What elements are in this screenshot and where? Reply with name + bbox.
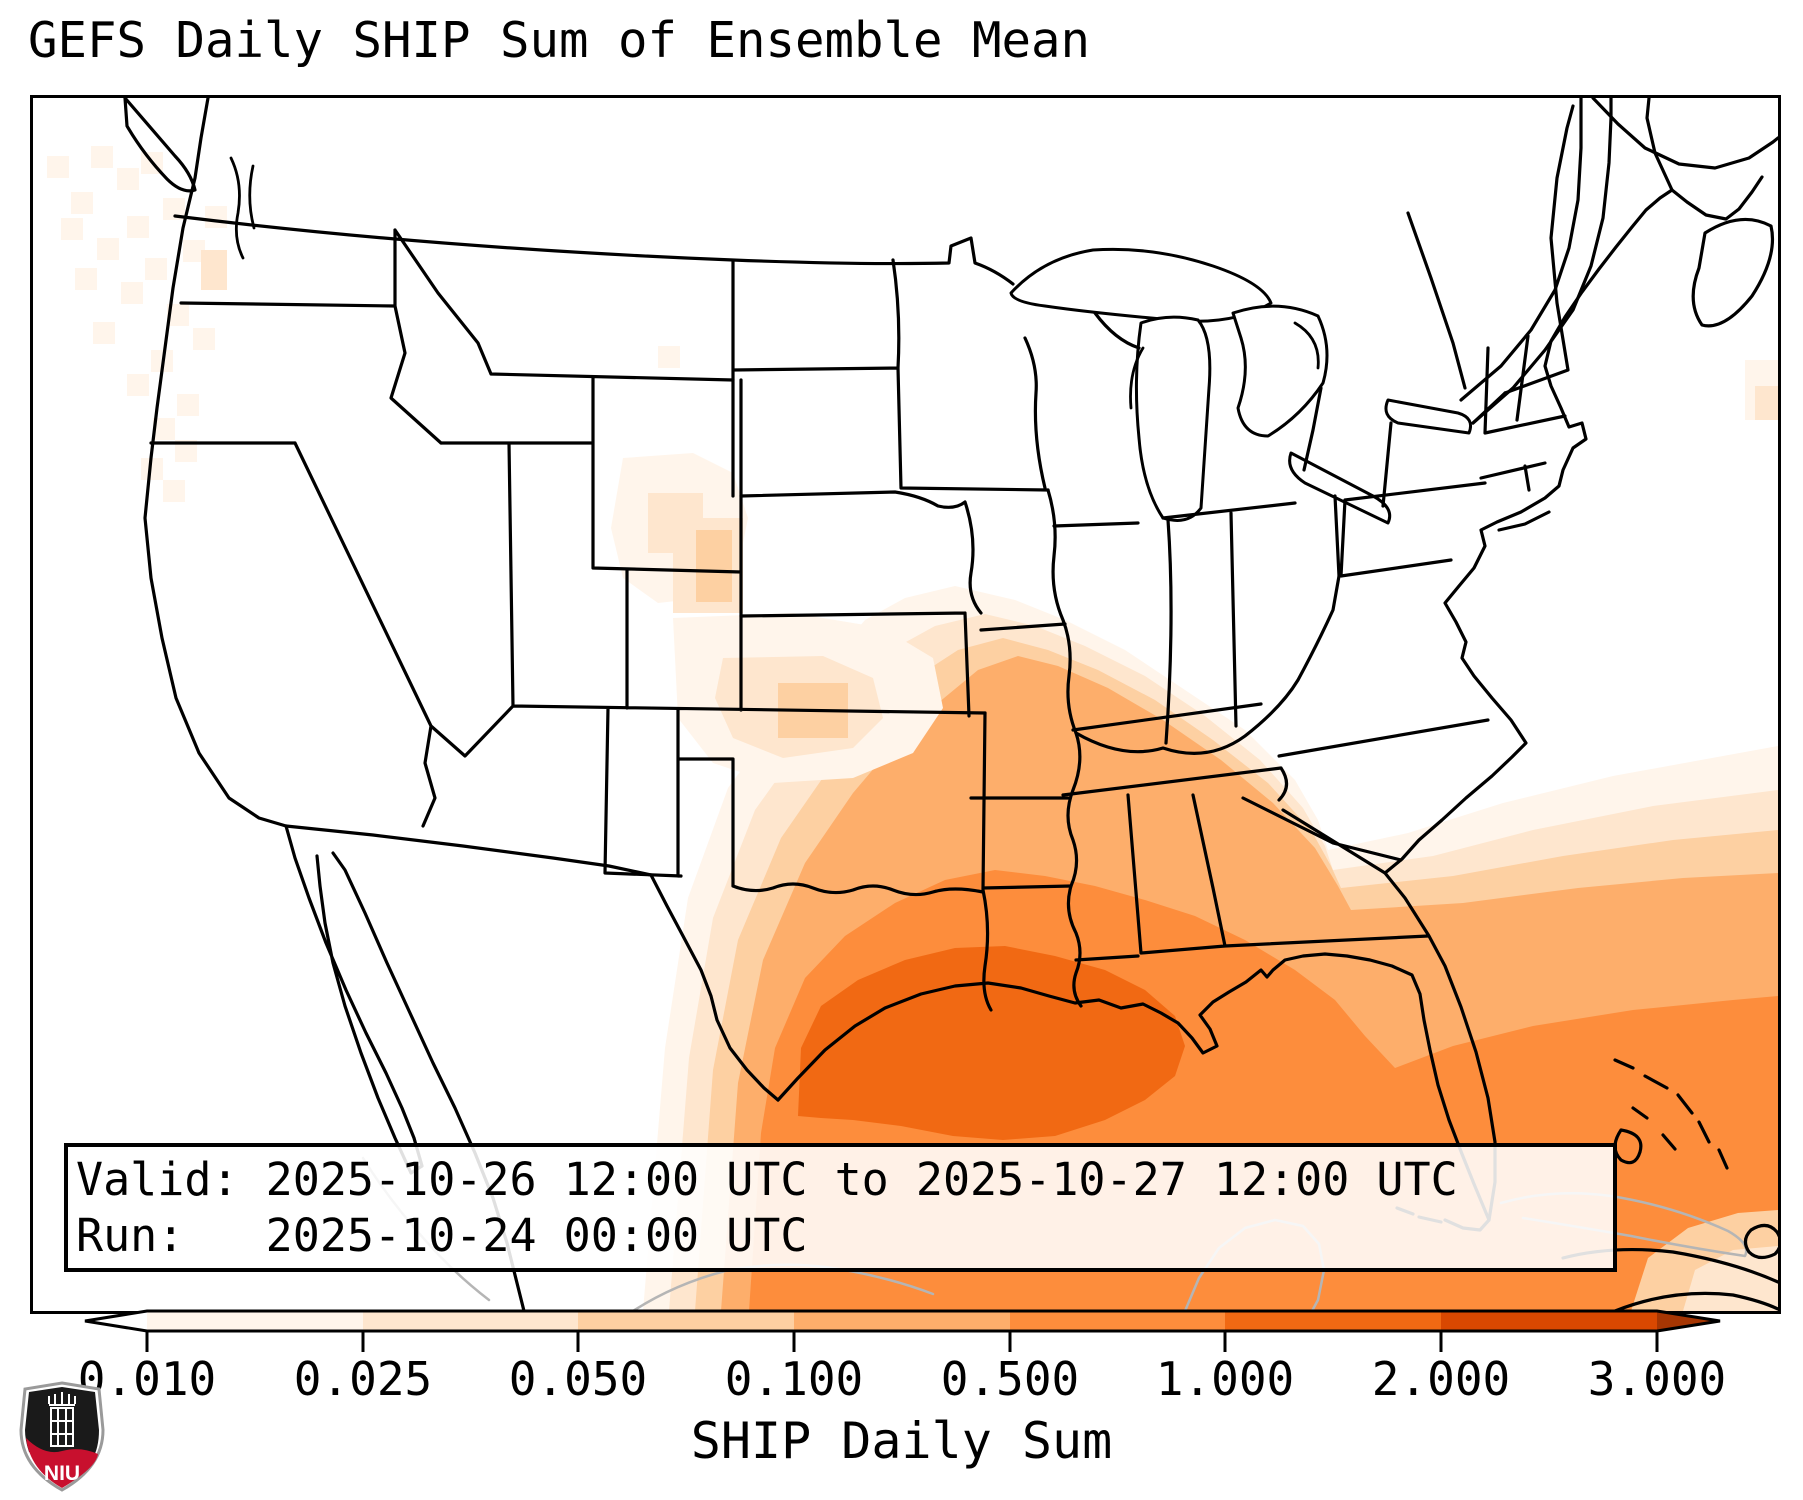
- colorbar-tick-label: 1.000: [1155, 1352, 1295, 1406]
- niu-logo: NIU: [19, 1381, 105, 1492]
- colorbar: [84, 1309, 1721, 1352]
- niu-shield-red: [26, 1438, 98, 1488]
- colorbar-tick-label: 0.050: [508, 1352, 648, 1406]
- plot-title: GEFS Daily SHIP Sum of Ensemble Mean: [28, 12, 1091, 69]
- colorbar-axis-label: SHIP Daily Sum: [690, 1412, 1113, 1470]
- map-panel: [30, 95, 1781, 1314]
- valid-time-text: Valid: 2025-10-26 12:00 UTC to 2025-10-2…: [76, 1153, 1458, 1206]
- colorbar-segments: [84, 1309, 1721, 1333]
- colorbar-tick-label: 0.100: [724, 1352, 864, 1406]
- great-lakes: [1009, 247, 1473, 525]
- colorbar-ticks: [145, 1331, 1659, 1352]
- validity-info-box: Valid: 2025-10-26 12:00 UTC to 2025-10-2…: [64, 1143, 1617, 1272]
- colorbar-over-arrow: [1657, 1311, 1720, 1331]
- niu-logo-text: NIU: [44, 1462, 80, 1485]
- state-border-paths: [149, 228, 1567, 1012]
- run-time-text: Run: 2025-10-24 00:00 UTC: [76, 1209, 808, 1262]
- colorbar-under-arrow: [85, 1311, 147, 1331]
- colorbar-tick-label: 2.000: [1371, 1352, 1511, 1406]
- conus-map: [47, 98, 1778, 1311]
- colorbar-tick-label: 0.025: [293, 1352, 433, 1406]
- colorbar-tick-label: 3.000: [1587, 1352, 1727, 1406]
- colorbar-tick-label: 0.500: [940, 1352, 1080, 1406]
- niu-shield-black: [25, 1387, 99, 1460]
- niu-tower-icon: [48, 1392, 76, 1447]
